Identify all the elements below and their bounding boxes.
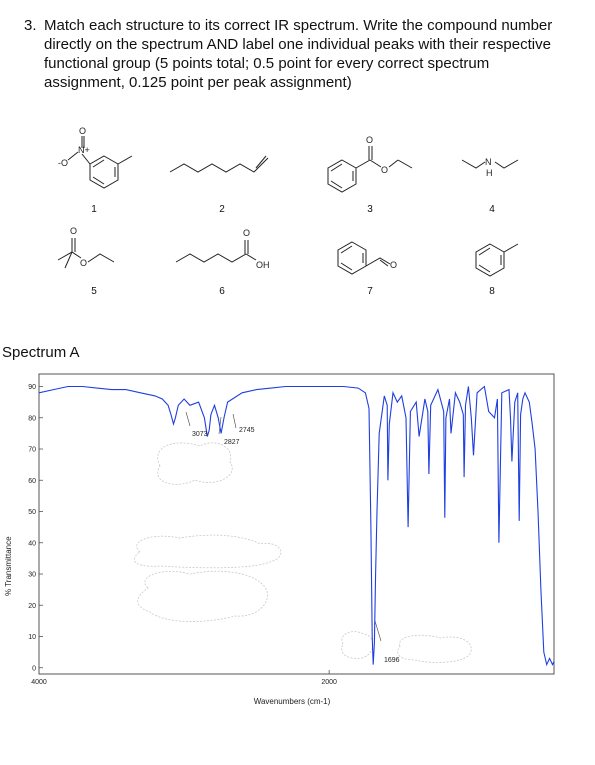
x-axis-label: Wavenumbers (cm-1) [254, 697, 331, 706]
y-axis-label: % Transmittance [4, 536, 13, 596]
x-tick-label: 4000 [31, 679, 47, 686]
structure-6-atom-o: O [243, 228, 250, 238]
structure-grid: O N+ -O O O N H [0, 120, 595, 310]
structure-4-drawing: N H [461, 157, 519, 178]
structure-2-drawing [169, 155, 269, 173]
y-tick-label: 60 [28, 478, 36, 485]
structure-3-atom-o2: O [381, 165, 388, 175]
structure-1-atom-o-minus: -O [58, 158, 68, 168]
structure-label-2: 2 [219, 204, 225, 215]
plot-frame [38, 373, 555, 675]
structure-3-drawing: O O [327, 135, 413, 193]
structure-label-6: 6 [219, 286, 225, 297]
structure-5-drawing: O O [57, 226, 115, 269]
y-tick-label: 10 [28, 634, 36, 641]
y-tick-label: 80 [28, 415, 36, 422]
peak-label-2827: 2827 [224, 439, 240, 446]
y-axis-ticks: 90 80 70 60 50 40 30 20 10 0 [28, 384, 43, 672]
y-tick-label: 90 [28, 384, 36, 391]
spectrum-title: Spectrum A [2, 344, 80, 361]
y-tick-label: 30 [28, 572, 36, 579]
structure-8-drawing [475, 243, 519, 277]
erased-annotation-patches [134, 442, 472, 663]
ir-spectrum: 90 80 70 60 50 40 30 20 10 0 4000 2000 % Transmitt… [0, 366, 595, 716]
structure-1-drawing: O N+ -O [58, 126, 133, 189]
structure-7-drawing: O [337, 241, 397, 275]
structure-1-atom-n: N+ [78, 145, 90, 155]
structure-label-8: 8 [489, 286, 495, 297]
x-tick-label: 2000 [321, 679, 337, 686]
structure-5-atom-o1: O [70, 226, 77, 236]
peak-label-2745: 2745 [239, 427, 255, 434]
structure-4-atom-n: N [485, 157, 492, 167]
question-text: Match each structure to its correct IR s… [44, 17, 553, 91]
structure-label-5: 5 [91, 286, 97, 297]
peak-label-1696: 1696 [384, 657, 400, 664]
y-tick-label: 40 [28, 540, 36, 547]
y-tick-label: 50 [28, 509, 36, 516]
structure-drawings: O N+ -O O O N H [57, 126, 519, 277]
structure-label-7: 7 [367, 286, 373, 297]
y-tick-label: 0 [32, 665, 36, 672]
structure-6-atom-oh: OH [256, 260, 270, 270]
y-tick-label: 70 [28, 447, 36, 454]
question-number: 3. [24, 17, 37, 34]
structure-7-atom-o: O [390, 260, 397, 270]
structure-label-3: 3 [367, 204, 373, 215]
y-tick-label: 20 [28, 603, 36, 610]
structure-1-atom-o: O [79, 126, 86, 136]
structure-label-1: 1 [91, 204, 97, 215]
structure-3-atom-o1: O [366, 135, 373, 145]
structure-label-4: 4 [489, 204, 495, 215]
ir-spectrum-svg: 90 80 70 60 50 40 30 20 10 0 4000 2000 % Transmitt… [4, 373, 555, 706]
peak-label-3073: 3073 [192, 431, 208, 438]
x-axis-ticks: 4000 2000 [31, 670, 337, 686]
structure-6-drawing: O OH [175, 228, 270, 270]
ir-spectrum-line [38, 385, 555, 667]
structure-4-atom-h: H [486, 168, 493, 178]
structure-5-atom-o2: O [80, 258, 87, 268]
